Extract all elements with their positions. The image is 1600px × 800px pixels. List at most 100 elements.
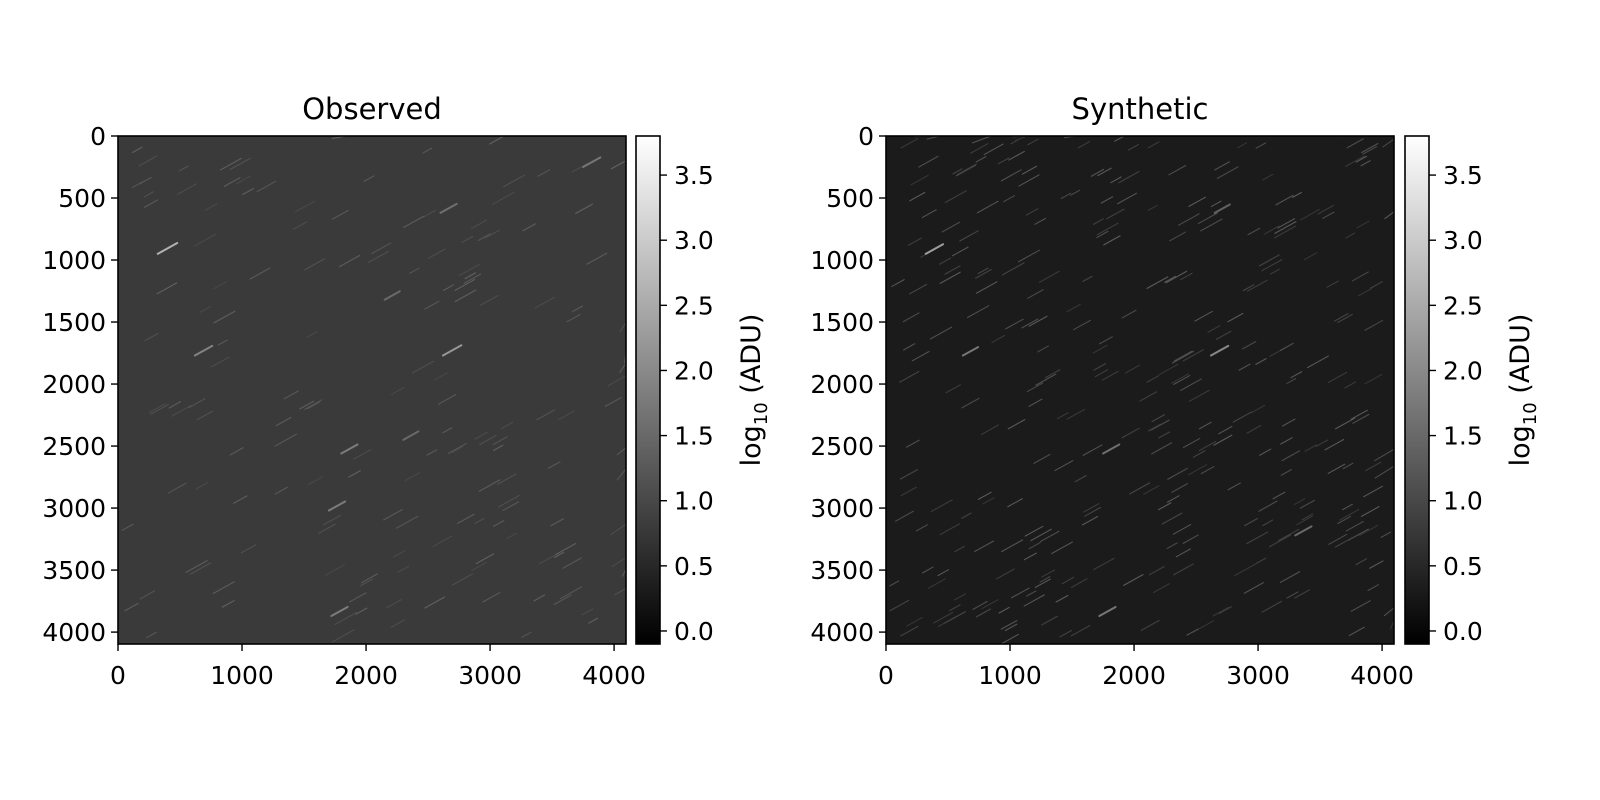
observed-faint-streak <box>604 397 622 407</box>
synthetic-faint-streak <box>1140 619 1160 631</box>
synthetic-faint-streak <box>1194 310 1213 322</box>
synthetic-y-tick-label: 2500 <box>810 432 874 461</box>
synthetic-faint-streak <box>1096 222 1119 236</box>
synthetic-faint-streak <box>1070 578 1088 588</box>
synthetic-faint-streak <box>1215 330 1232 340</box>
observed-faint-streak <box>178 165 189 172</box>
synthetic-faint-streak <box>1039 576 1051 583</box>
observed-image-frame <box>117 135 627 645</box>
synthetic-faint-streak <box>1259 448 1272 456</box>
synthetic-faint-streak <box>1247 227 1261 236</box>
synthetic-faint-streak <box>1262 519 1274 527</box>
synthetic-faint-streak <box>1198 421 1212 430</box>
synthetic-faint-streak <box>1198 440 1217 452</box>
synthetic-faint-streak <box>1327 463 1346 474</box>
synthetic-faint-streak <box>1275 194 1294 206</box>
observed-bright-streak <box>193 344 214 357</box>
synthetic-faint-streak <box>1246 531 1269 545</box>
synthetic-faint-streak <box>1292 191 1302 198</box>
synthetic-faint-streak <box>977 267 989 275</box>
observed-bright-streak <box>156 241 179 255</box>
synthetic-faint-streak <box>1186 628 1199 636</box>
observed-faint-streak <box>299 400 315 410</box>
synthetic-faint-streak <box>1173 375 1191 385</box>
synthetic-faint-streak <box>1262 173 1274 181</box>
synthetic-faint-streak <box>1299 499 1315 509</box>
synthetic-faint-streak <box>1070 189 1081 196</box>
synthetic-faint-streak <box>1357 288 1372 297</box>
synthetic-faint-streak <box>1143 485 1160 495</box>
observed-faint-streak <box>554 551 565 558</box>
observed-y-axis: 0 500 1000 1500 2000 2500 3000 3500 4000 <box>42 122 118 647</box>
synthetic-colorbar-label: log10 (ADU) <box>1505 314 1541 467</box>
observed-colorbar-tick-label: 3.0 <box>674 226 714 255</box>
observed-faint-streak <box>451 446 463 453</box>
synthetic-faint-streak <box>1337 515 1352 525</box>
synthetic-faint-streak <box>1172 524 1192 535</box>
synthetic-faint-streak <box>1124 364 1141 374</box>
observed-faint-streak <box>348 592 367 603</box>
observed-faint-streak <box>223 177 241 187</box>
observed-faint-streak <box>176 183 197 195</box>
observed-faint-streak <box>458 263 481 277</box>
synthetic-faint-streak <box>1327 371 1348 384</box>
observed-faint-streak <box>610 523 627 536</box>
observed-faint-streak <box>307 401 321 410</box>
synthetic-faint-streak <box>1077 140 1091 149</box>
observed-colorbar-tick-label: 0.0 <box>674 617 714 646</box>
observed-faint-streak <box>396 515 419 529</box>
synthetic-faint-streak <box>1041 569 1056 578</box>
synthetic-faint-streak <box>1030 528 1052 542</box>
observed-faint-streak <box>219 157 242 171</box>
observed-faint-streak <box>360 573 378 584</box>
synthetic-faint-streak <box>1121 309 1137 319</box>
observed-y-tick-label: 4000 <box>42 618 106 647</box>
observed-faint-streak <box>566 313 581 323</box>
observed-faint-streak <box>437 393 457 405</box>
synthetic-faint-streak <box>1157 502 1172 511</box>
synthetic-y-axis: 0 500 1000 1500 2000 2500 3000 3500 4000 <box>810 122 886 647</box>
synthetic-faint-streak <box>900 625 919 637</box>
synthetic-bright-streak <box>924 243 945 255</box>
synthetic-faint-streak <box>1200 466 1215 475</box>
observed-faint-streak <box>196 410 214 421</box>
observed-faint-streak <box>242 188 254 196</box>
observed-faint-streak <box>338 254 361 268</box>
synthetic-faint-streak <box>1384 211 1395 220</box>
synthetic-faint-streak <box>939 523 961 536</box>
synthetic-faint-streak <box>975 281 998 294</box>
synthetic-faint-streak <box>1007 419 1026 430</box>
observed-faint-streak <box>457 513 475 524</box>
observed-colorbar-tick-label: 1.5 <box>674 422 714 451</box>
synthetic-faint-streak <box>1207 325 1221 333</box>
synthetic-faint-streak <box>981 599 999 610</box>
synthetic-faint-streak <box>957 163 978 175</box>
observed-faint-streak <box>304 399 323 410</box>
synthetic-faint-streak <box>1246 424 1262 434</box>
observed-faint-streak <box>318 523 336 534</box>
synthetic-colorbar-tick-label: 1.5 <box>1443 422 1483 451</box>
observed-faint-streak <box>383 509 403 521</box>
synthetic-faint-streak <box>1237 142 1248 149</box>
synthetic-faint-streak <box>1218 606 1233 615</box>
observed-faint-streak <box>213 310 236 324</box>
synthetic-faint-streak <box>1258 500 1278 512</box>
synthetic-faint-streak <box>1213 434 1233 446</box>
synthetic-faint-streak <box>1214 161 1230 171</box>
synthetic-faint-streak <box>991 334 1006 343</box>
synthetic-faint-streak <box>1000 620 1018 630</box>
observed-bright-streak <box>582 156 602 169</box>
synthetic-faint-streak <box>902 343 916 351</box>
synthetic-faint-streak <box>983 143 1004 156</box>
synthetic-faint-streak <box>1026 590 1037 597</box>
synthetic-faint-streak <box>971 135 992 144</box>
synthetic-title: Synthetic <box>1072 92 1209 126</box>
synthetic-x-tick-label: 1000 <box>978 661 1042 690</box>
synthetic-faint-streak <box>1351 271 1369 282</box>
synthetic-faint-streak <box>1171 373 1190 384</box>
observed-faint-streak <box>482 592 501 603</box>
synthetic-faint-streak <box>1096 230 1109 239</box>
synthetic-image-background <box>886 136 1394 644</box>
synthetic-faint-streak <box>918 155 939 168</box>
